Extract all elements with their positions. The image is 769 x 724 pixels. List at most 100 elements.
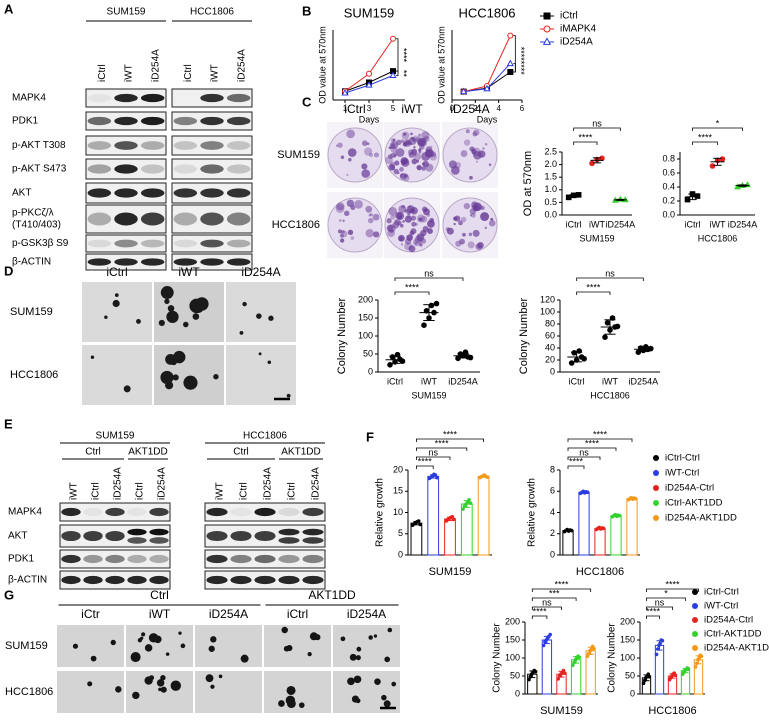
- chart-title: HCC1806: [458, 5, 515, 20]
- y-tick-label: 20: [393, 464, 403, 474]
- colony: [160, 686, 167, 693]
- stained-colony: [361, 163, 368, 170]
- stained-colony: [367, 217, 374, 224]
- stained-colony: [469, 175, 473, 180]
- stained-colony: [373, 231, 380, 238]
- protein-label: p-GSK3β S9: [12, 238, 69, 249]
- colony: [87, 681, 93, 687]
- stained-colony: [409, 210, 412, 213]
- stained-colony: [344, 210, 350, 217]
- stained-colony: [420, 238, 427, 244]
- blot-band: [61, 530, 81, 542]
- blot-band: [61, 507, 81, 517]
- data-point: [633, 496, 638, 501]
- lane-label: iCtrl: [97, 64, 108, 82]
- stained-colony: [416, 214, 426, 223]
- significance-bracket: [646, 588, 699, 592]
- y-tick-label: 0.4: [662, 181, 675, 191]
- x-axis-label: SUM159: [579, 233, 614, 243]
- x-axis-label: HCC1806: [576, 566, 624, 578]
- soft-agar-photo: [226, 345, 296, 405]
- blot-band: [302, 528, 324, 536]
- significance-label: ****: [443, 429, 458, 439]
- blot-band: [61, 575, 81, 585]
- blot-band: [140, 239, 165, 248]
- stained-colony: [361, 140, 368, 147]
- stained-colony: [421, 166, 426, 171]
- significance-label: *: [716, 118, 720, 128]
- blot-band: [173, 116, 198, 126]
- column-label: iD254A: [241, 265, 280, 279]
- colony: [391, 681, 397, 687]
- stained-colony: [469, 146, 475, 152]
- group-label: AKT1DD: [281, 447, 320, 458]
- column-label: iCtrl: [344, 102, 365, 116]
- significance-label: ns: [592, 118, 602, 128]
- row-label: SUM159: [277, 149, 320, 161]
- bar: [410, 522, 423, 556]
- lane-label: iCtrl: [183, 64, 194, 82]
- blot-band: [127, 507, 147, 517]
- marker: [614, 323, 621, 330]
- protein-label: β-ACTIN: [12, 257, 51, 268]
- stained-colony: [403, 174, 410, 181]
- blot-band: [302, 507, 324, 517]
- blot-band: [226, 258, 251, 266]
- legend-label: iD254A-AKT1DD: [665, 513, 737, 524]
- colony: [104, 315, 108, 319]
- bar: [444, 518, 456, 556]
- stained-colony: [339, 233, 345, 238]
- significance-label: ****: [554, 579, 569, 589]
- data-point: [556, 677, 561, 681]
- significance-bracket: [416, 456, 451, 460]
- stained-colony: [420, 215, 428, 223]
- stained-colony: [366, 142, 370, 146]
- blot-band: [127, 537, 147, 544]
- lane-label: iCtrl: [239, 482, 250, 500]
- colony: [286, 393, 291, 398]
- blot-band: [105, 554, 125, 564]
- colony: [170, 680, 182, 691]
- colony: [286, 685, 296, 695]
- lane-label: iCtrl: [287, 482, 298, 500]
- row-label: HCC1806: [10, 369, 58, 381]
- blot-band: [278, 554, 300, 564]
- blot-band: [149, 575, 169, 585]
- data-point: [699, 654, 704, 658]
- data-point: [693, 665, 698, 669]
- blot-band: [149, 554, 169, 564]
- data-point: [660, 638, 665, 643]
- y-tick-label: 200: [505, 616, 520, 626]
- x-tick-label: 1: [343, 104, 348, 113]
- soft-agar-photo: [264, 671, 331, 713]
- significance-bracket: [646, 606, 673, 610]
- stained-colony: [407, 149, 414, 155]
- legend-marker: [653, 455, 659, 461]
- marker: [421, 322, 427, 329]
- x-tick-label: iD254A: [629, 376, 659, 386]
- marker: [483, 84, 491, 92]
- colony: [314, 634, 321, 641]
- x-tick-label: 2: [473, 104, 478, 113]
- panel-label: C: [302, 94, 312, 109]
- blot-band: [226, 93, 251, 103]
- stained-colony: [390, 146, 398, 153]
- stained-colony: [463, 139, 471, 146]
- bar: [477, 475, 490, 556]
- stained-colony: [410, 132, 413, 136]
- blot-band: [226, 141, 251, 150]
- stained-colony: [412, 135, 419, 142]
- bar: [693, 659, 704, 695]
- significance-label: ****: [585, 438, 600, 448]
- colony: [140, 636, 144, 640]
- protein-label: p-AKT S473: [12, 164, 67, 175]
- stained-colony: [414, 222, 418, 226]
- y-axis-label: Relative growth: [375, 478, 386, 547]
- soft-agar-photo: [82, 282, 152, 342]
- y-tick-label: 150: [358, 312, 373, 322]
- soft-agar-photo: [57, 671, 124, 713]
- stained-colony: [468, 232, 473, 237]
- marker: [507, 69, 514, 75]
- colony: [355, 655, 361, 661]
- stained-colony: [421, 131, 430, 140]
